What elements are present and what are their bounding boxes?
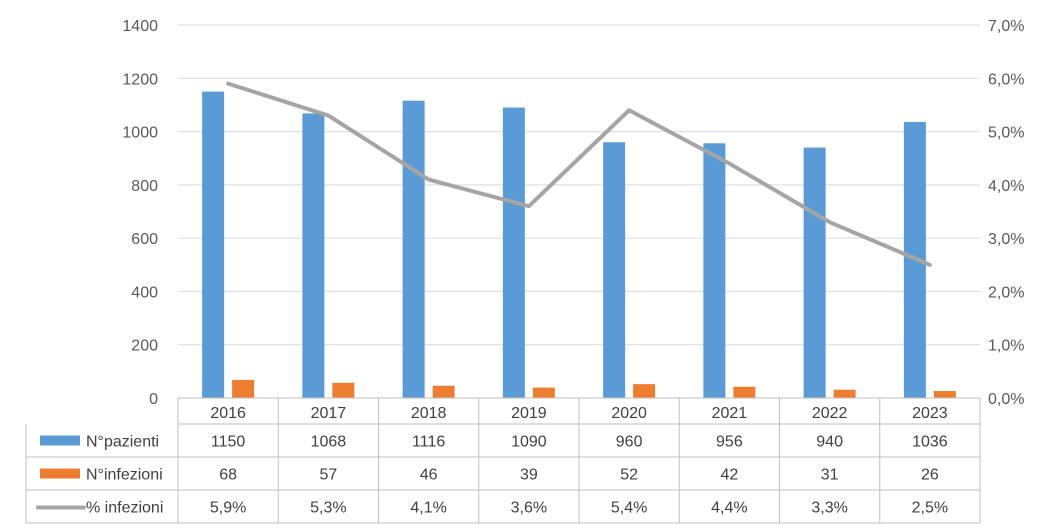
bar-n-pazienti <box>502 107 525 398</box>
table-cell-value: 1036 <box>912 434 948 451</box>
bar-n-pazienti <box>803 147 826 398</box>
table-cell-value: 1090 <box>511 434 547 451</box>
y-left-tick-label: 1200 <box>122 71 158 88</box>
bar-n-pazienti <box>202 91 225 398</box>
y-left-tick-label: 200 <box>131 338 158 355</box>
table-cell-value: 3,3% <box>811 500 847 517</box>
y-right-tick-label: 6,0% <box>988 71 1024 88</box>
category-label: 2017 <box>311 405 347 422</box>
series-name: N°infezioni <box>86 467 163 484</box>
category-label: 2019 <box>511 405 547 422</box>
bar-n-infezioni <box>933 391 956 398</box>
y-left-tick-label: 600 <box>131 231 158 248</box>
table-cell-value: 4,1% <box>410 500 446 517</box>
table-cell-value: 52 <box>620 467 638 484</box>
bar-n-infezioni <box>833 389 856 398</box>
table-cell-value: 960 <box>616 434 643 451</box>
bar-n-infezioni <box>532 387 555 398</box>
category-label: 2020 <box>611 405 647 422</box>
y-right-tick-label: 7,0% <box>988 18 1024 35</box>
table-cell-value: 2,5% <box>912 500 948 517</box>
bar-n-infezioni <box>633 384 656 398</box>
bar-n-pazienti <box>703 143 726 398</box>
y-right-tick-label: 0,0% <box>988 391 1024 408</box>
table-cell-value: 5,4% <box>611 500 647 517</box>
category-label: 2016 <box>210 405 246 422</box>
category-label: 2022 <box>812 405 848 422</box>
series-name: N°pazienti <box>86 434 159 451</box>
y-left-tick-label: 1000 <box>122 125 158 142</box>
y-right-tick-label: 2,0% <box>988 284 1024 301</box>
y-right-tick-label: 1,0% <box>988 338 1024 355</box>
legend-key-n-infezioni <box>40 468 80 479</box>
table-cell-value: 1150 <box>211 434 246 451</box>
table-cell-value: 57 <box>319 467 337 484</box>
category-label: 2023 <box>912 405 948 422</box>
table-cell-value: 1068 <box>311 434 347 451</box>
bar-n-pazienti <box>603 142 626 398</box>
table-cell-value: 956 <box>716 434 743 451</box>
category-label: 2018 <box>411 405 447 422</box>
line-percent-infezioni <box>226 81 932 267</box>
table-cell-value: 5,3% <box>310 500 346 517</box>
table-cell-value: 46 <box>420 467 438 484</box>
y-left-tick-label: 800 <box>131 178 158 195</box>
table-cell-value: 39 <box>520 467 538 484</box>
legend-key-n-pazienti <box>40 435 80 446</box>
table-cell-value: 940 <box>816 434 843 451</box>
bar-n-pazienti <box>302 113 325 398</box>
table-cell-value: 68 <box>219 467 237 484</box>
table-cell-value: 1116 <box>412 434 445 451</box>
y-left-tick-label: 400 <box>131 284 158 301</box>
bar-n-pazienti <box>402 100 425 398</box>
table-cell-value: 5,9% <box>210 500 246 517</box>
table-cell-value: 31 <box>821 467 839 484</box>
y-left-tick-label: 1400 <box>122 18 158 35</box>
table-cell-value: 4,4% <box>711 500 747 517</box>
y-right-tick-label: 3,0% <box>988 231 1024 248</box>
bar-n-infezioni <box>332 382 355 398</box>
y-left-tick-label: 0 <box>149 391 158 408</box>
bar-n-infezioni <box>232 379 255 398</box>
table-cell-value: 42 <box>720 467 738 484</box>
series-name: % infezioni <box>86 500 163 517</box>
table-cell-value: 3,6% <box>511 500 547 517</box>
table-cell-value: 26 <box>921 467 939 484</box>
category-label: 2021 <box>712 405 748 422</box>
bar-n-infezioni <box>733 386 756 398</box>
y-right-tick-label: 4,0% <box>988 178 1024 195</box>
y-right-tick-label: 5,0% <box>988 125 1024 142</box>
bar-n-infezioni <box>432 385 455 398</box>
